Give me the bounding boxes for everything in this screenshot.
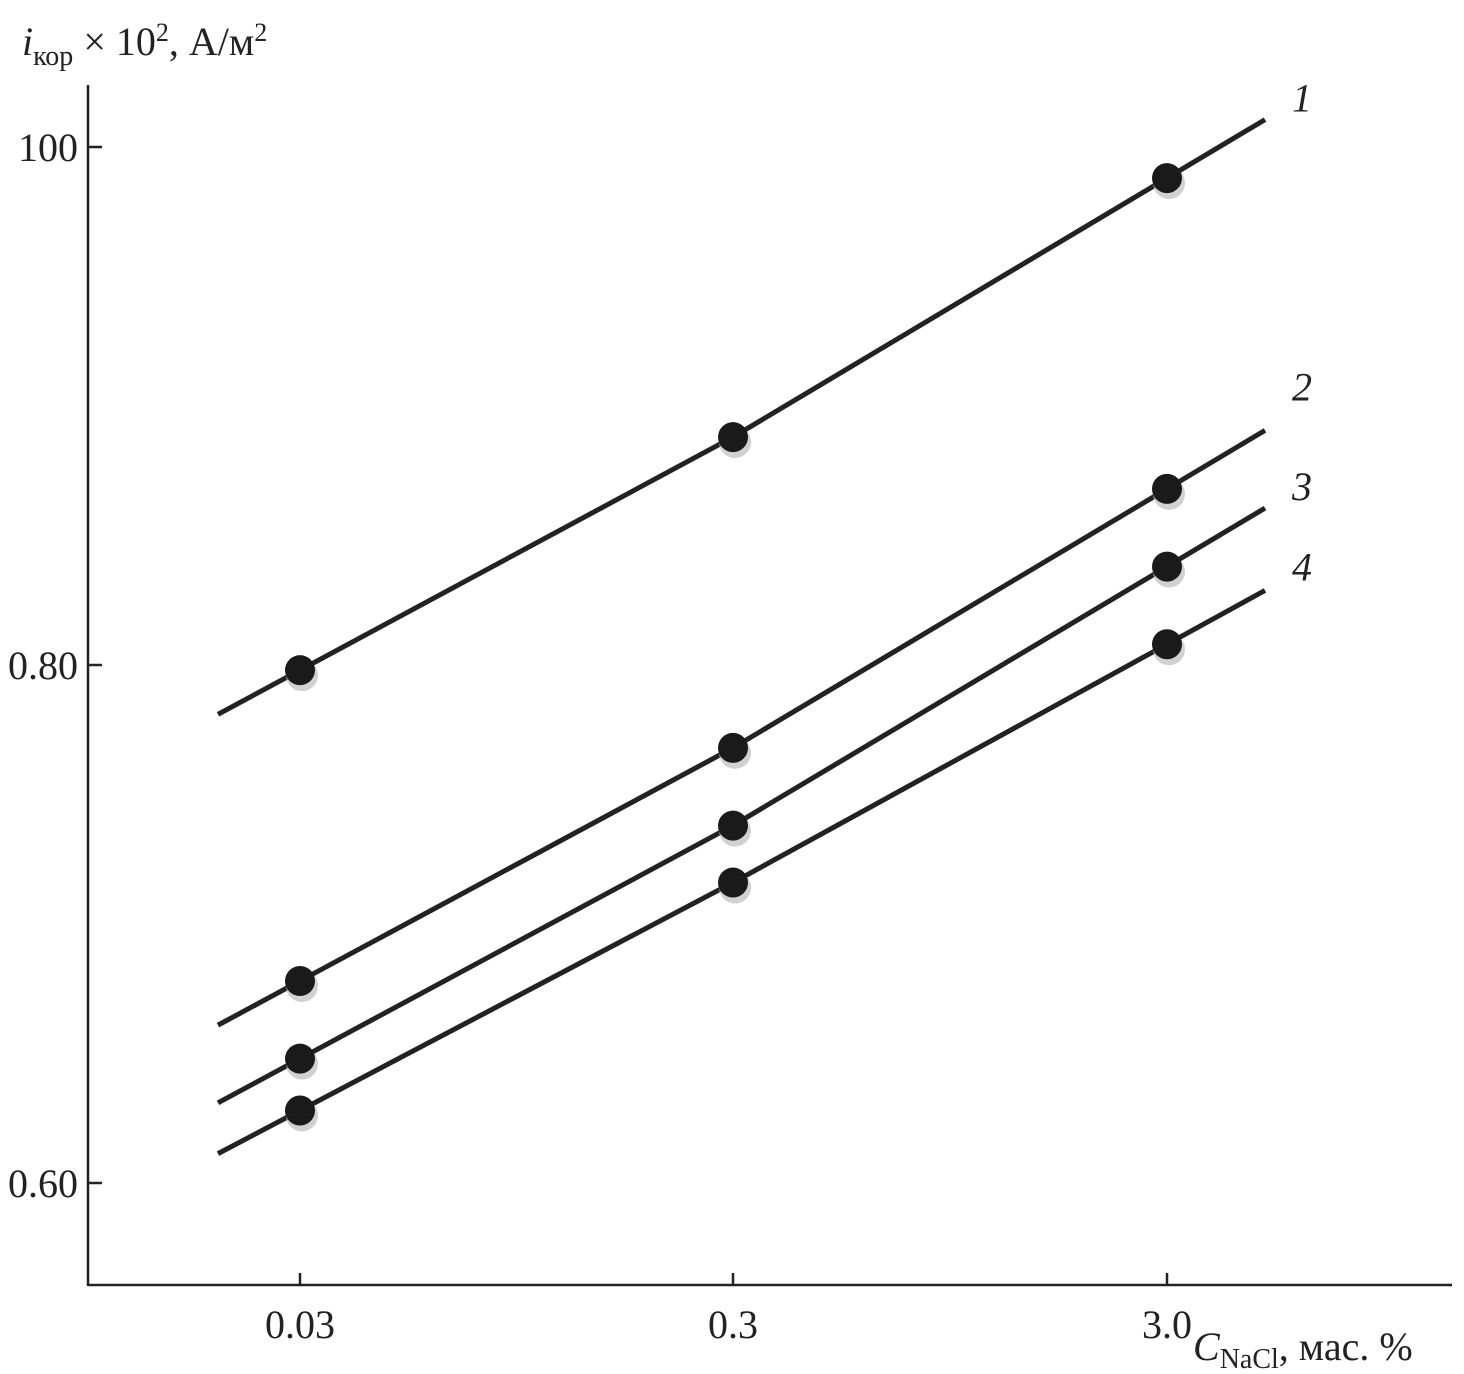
x-axis-title: CNaCl, мас. % bbox=[1193, 1324, 1413, 1374]
x-title-rest: , мас. % bbox=[1279, 1324, 1413, 1369]
y-tick-label: 0.60 bbox=[8, 1161, 78, 1206]
x-title-symbol: C bbox=[1193, 1324, 1221, 1369]
series-group: 1 2 3 4 bbox=[216, 76, 1312, 1156]
data-point bbox=[1152, 629, 1182, 660]
data-point bbox=[285, 965, 315, 996]
data-point bbox=[718, 422, 748, 453]
data-point bbox=[718, 867, 748, 898]
series-3: 3 bbox=[216, 464, 1312, 1106]
ticks: 0.03 0.3 3.0 0.60 0.80 100 bbox=[8, 125, 1192, 1347]
data-point bbox=[1152, 551, 1182, 582]
y-title-rest: × 10 bbox=[73, 19, 156, 64]
series-1: 1 bbox=[216, 76, 1312, 717]
y-title-subscript: кор bbox=[33, 41, 73, 72]
y-tick-label: 0.80 bbox=[8, 643, 78, 688]
x-title-subscript: NaCl bbox=[1220, 1344, 1279, 1374]
data-point bbox=[285, 655, 315, 686]
x-tick-label: 0.3 bbox=[708, 1302, 758, 1347]
data-point bbox=[718, 732, 748, 763]
x-tick-label: 3.0 bbox=[1142, 1302, 1192, 1347]
series-4: 4 bbox=[216, 544, 1312, 1156]
series-line-2 bbox=[216, 428, 1267, 1028]
series-label-4: 4 bbox=[1292, 544, 1312, 589]
data-point bbox=[285, 1095, 315, 1126]
y-axis-title: iкор × 102, А/м2 bbox=[22, 18, 267, 72]
data-point bbox=[718, 810, 748, 841]
series-label-3: 3 bbox=[1291, 464, 1312, 509]
data-point bbox=[1152, 473, 1182, 504]
x-tick-label: 0.03 bbox=[265, 1302, 335, 1347]
y-title-superscript: 2 bbox=[156, 18, 169, 47]
series-2: 2 bbox=[216, 364, 1312, 1028]
series-label-2: 2 bbox=[1292, 364, 1312, 409]
series-line-1 bbox=[216, 117, 1267, 717]
y-title-unit-superscript: 2 bbox=[254, 18, 267, 47]
series-line-3 bbox=[216, 505, 1267, 1106]
data-point bbox=[1152, 163, 1182, 194]
data-point bbox=[285, 1043, 315, 1074]
series-label-1: 1 bbox=[1292, 76, 1312, 121]
axes bbox=[86, 85, 1452, 1287]
y-title-unit: , А/м bbox=[169, 19, 254, 64]
y-tick-label: 100 bbox=[18, 125, 78, 170]
y-title-symbol: i bbox=[22, 19, 33, 64]
